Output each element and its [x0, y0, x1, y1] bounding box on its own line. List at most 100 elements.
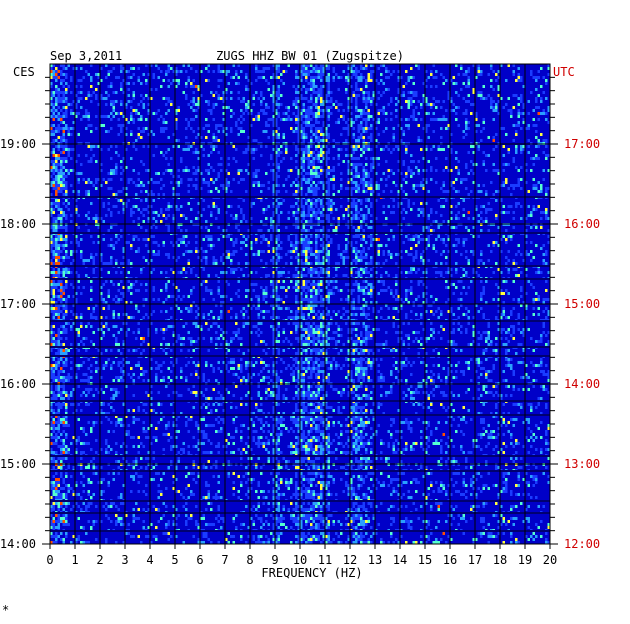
spectrogram-cell — [62, 157, 65, 160]
spectrogram-cell — [427, 136, 430, 139]
spectrogram-cell — [450, 211, 453, 214]
spectrogram-cell — [345, 247, 348, 250]
spectrogram-cell — [217, 67, 220, 70]
spectrogram-cell — [155, 172, 158, 175]
spectrogram-cell — [160, 85, 163, 88]
spectrogram-cell — [450, 205, 453, 208]
spectrogram-cell — [280, 274, 283, 277]
spectrogram-cell — [175, 259, 178, 262]
spectrogram-cell — [400, 118, 403, 121]
spectrogram-cell — [192, 301, 195, 304]
spectrogram-cell — [260, 145, 263, 148]
spectrogram-cell — [442, 238, 445, 241]
spectrogram-cell — [152, 241, 155, 244]
spectrogram-cell — [320, 214, 323, 217]
spectrogram-cell — [360, 307, 363, 310]
spectrogram-cell — [510, 112, 513, 115]
spectrogram-cell — [397, 124, 400, 127]
spectrogram-cell — [75, 271, 78, 274]
spectrogram-cell — [397, 310, 400, 313]
spectrogram-cell — [317, 256, 320, 259]
spectrogram-cell — [405, 250, 408, 253]
spectrogram-cell — [305, 259, 308, 262]
spectrogram-cell — [365, 145, 368, 148]
spectrogram-cell — [62, 127, 65, 130]
spectrogram-cell — [427, 112, 430, 115]
spectrogram-cell — [177, 289, 180, 292]
spectrogram-cell — [305, 235, 308, 238]
spectrogram-cell — [52, 103, 55, 106]
spectrogram-cell — [247, 322, 250, 325]
spectrogram-cell — [50, 160, 53, 163]
spectrogram-cell — [60, 217, 63, 220]
spectrogram-cell — [307, 106, 310, 109]
spectrogram-cell — [100, 94, 103, 97]
spectrogram-cell — [365, 172, 368, 175]
spectrogram-cell — [457, 307, 460, 310]
spectrogram-cell — [360, 148, 363, 151]
spectrogram-cell — [305, 250, 308, 253]
spectrogram-cell — [92, 91, 95, 94]
spectrogram-cell — [440, 262, 443, 265]
spectrogram-cell — [297, 187, 300, 190]
spectrogram-cell — [227, 283, 230, 286]
spectrogram-cell — [545, 208, 548, 211]
spectrogram-cell — [292, 211, 295, 214]
spectrogram-cell — [285, 289, 288, 292]
spectrogram-cell — [532, 178, 535, 181]
spectrogram-cell — [367, 79, 370, 82]
spectrogram-cell — [295, 190, 298, 193]
spectrogram-cell — [360, 286, 363, 289]
spectrogram-cell — [305, 292, 308, 295]
spectrogram-cell — [355, 106, 358, 109]
spectrogram-cell — [522, 112, 525, 115]
spectrogram-cell — [185, 94, 188, 97]
spectrogram-cell — [270, 238, 273, 241]
spectrogram-cell — [352, 217, 355, 220]
spectrogram-cell — [447, 298, 450, 301]
spectrogram-cell — [427, 244, 430, 247]
spectrogram-cell — [170, 316, 173, 319]
spectrogram-cell — [260, 199, 263, 202]
spectrogram-cell — [542, 298, 545, 301]
spectrogram-cell — [467, 211, 470, 214]
spectrogram-cell — [52, 313, 55, 316]
spectrogram-cell — [100, 169, 103, 172]
spectrogram-cell — [272, 94, 275, 97]
spectrogram-cell — [55, 166, 58, 169]
spectrogram-cell — [145, 208, 148, 211]
spectrogram-cell — [245, 106, 248, 109]
spectrogram-cell — [225, 181, 228, 184]
spectrogram-cell — [545, 118, 548, 121]
spectrogram-cell — [402, 160, 405, 163]
spectrogram-cell — [320, 109, 323, 112]
spectrogram-cell — [310, 169, 313, 172]
spectrogram-cell — [217, 238, 220, 241]
spectrogram-cell — [272, 313, 275, 316]
spectrogram-cell — [432, 244, 435, 247]
spectrogram-cell — [217, 190, 220, 193]
spectrogram-cell — [297, 91, 300, 94]
spectrogram-cell — [300, 322, 303, 325]
spectrogram-cell — [150, 97, 153, 100]
spectrogram-cell — [50, 127, 53, 130]
spectrogram-cell — [60, 79, 63, 82]
spectrogram-cell — [182, 91, 185, 94]
spectrogram-cell — [450, 133, 453, 136]
spectrogram-cell — [52, 286, 55, 289]
spectrogram-cell — [315, 133, 318, 136]
spectrogram-cell — [160, 127, 163, 130]
spectrogram-cell — [475, 205, 478, 208]
spectrogram-cell — [502, 292, 505, 295]
spectrogram-cell — [355, 250, 358, 253]
spectrogram-cell — [362, 214, 365, 217]
spectrogram-cell — [420, 304, 423, 307]
spectrogram-cell — [55, 88, 58, 91]
spectrogram-cell — [307, 151, 310, 154]
spectrogram-cell — [327, 205, 330, 208]
spectrogram-cell — [62, 292, 65, 295]
spectrogram-cell — [165, 283, 168, 286]
spectrogram-cell — [517, 76, 520, 79]
spectrogram-cell — [300, 190, 303, 193]
spectrogram-cell — [347, 82, 350, 85]
